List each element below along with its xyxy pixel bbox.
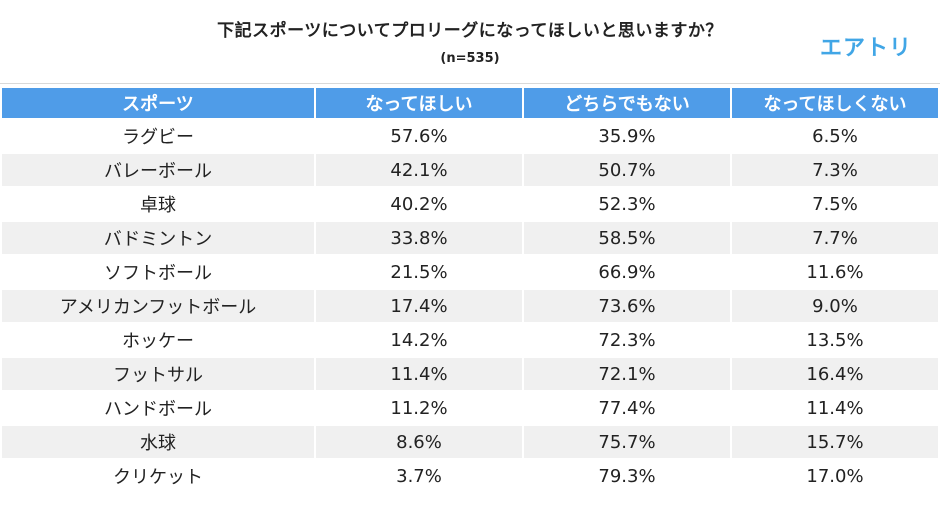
want-value: 33.8%: [316, 222, 522, 254]
want-value: 40.2%: [390, 193, 448, 215]
column-header-want: なってほしい: [316, 88, 522, 118]
sport-name: バレーボール: [2, 154, 314, 186]
dont-want-value: 11.6%: [806, 261, 864, 283]
want-value: 8.6%: [316, 426, 522, 458]
dont-want-value: 15.7%: [732, 426, 938, 458]
want-value: 21.5%: [390, 261, 448, 283]
sport-name: ホッケー: [122, 331, 194, 352]
neutral-value: 79.3%: [598, 465, 656, 487]
want-value: 42.1%: [316, 154, 522, 186]
column-header-neutral: どちらでもない: [524, 88, 730, 118]
column-header-dont-want: なってほしくない: [732, 88, 938, 118]
neutral-value: 73.6%: [524, 290, 730, 322]
sport-name: ラグビー: [122, 127, 194, 148]
table-header-row: スポーツ なってほしい どちらでもない なってほしくない: [2, 88, 938, 118]
sport-name: ハンドボール: [104, 399, 212, 420]
table-row: フットサル 11.4% 72.1% 16.4%: [2, 358, 938, 390]
neutral-value: 58.5%: [524, 222, 730, 254]
table-row: バドミントン 33.8% 58.5% 7.7%: [2, 222, 938, 254]
table-row: ラグビー 57.6% 35.9% 6.5%: [2, 120, 938, 152]
table-row: ホッケー 14.2% 72.3% 13.5%: [2, 324, 938, 356]
chart-subtitle: (n=535): [440, 51, 500, 66]
dont-want-value: 13.5%: [806, 329, 864, 351]
table-body: ラグビー 57.6% 35.9% 6.5% バレーボール 42.1% 50.7% 7.3% 卓球…: [2, 120, 938, 492]
sport-name: 水球: [2, 426, 314, 458]
want-value: 11.2%: [390, 397, 448, 419]
table-row: ソフトボール 21.5% 66.9% 11.6%: [2, 256, 938, 288]
dont-want-value: 11.4%: [806, 397, 864, 419]
sport-name: フットサル: [2, 358, 314, 390]
neutral-value: 75.7%: [524, 426, 730, 458]
dont-want-value: 9.0%: [732, 290, 938, 322]
table-row: 卓球 40.2% 52.3% 7.5%: [2, 188, 938, 220]
brand-logo: エアトリ: [819, 36, 912, 61]
want-value: 14.2%: [390, 329, 448, 351]
table-row: クリケット 3.7% 79.3% 17.0%: [2, 460, 938, 492]
table-row: アメリカンフットボール 17.4% 73.6% 9.0%: [2, 290, 938, 322]
sport-name: アメリカンフットボール: [2, 290, 314, 322]
want-value: 57.6%: [390, 125, 448, 147]
neutral-value: 72.3%: [598, 329, 656, 351]
chart-header: 下記スポーツについてプロリーグになってほしいと思いますか？ (n=535) エア…: [0, 0, 940, 84]
sport-name: ソフトボール: [104, 263, 212, 284]
column-header-sport: スポーツ: [2, 88, 314, 118]
dont-want-value: 7.3%: [732, 154, 938, 186]
dont-want-value: 6.5%: [812, 125, 858, 147]
neutral-value: 35.9%: [598, 125, 656, 147]
dont-want-value: 7.7%: [732, 222, 938, 254]
table-row: 水球 8.6% 75.7% 15.7%: [2, 426, 938, 458]
dont-want-value: 17.0%: [806, 465, 864, 487]
neutral-value: 50.7%: [524, 154, 730, 186]
want-value: 3.7%: [396, 465, 442, 487]
survey-table: スポーツ なってほしい どちらでもない なってほしくない ラグビー 57.6% 35…: [0, 86, 940, 494]
table-row: バレーボール 42.1% 50.7% 7.3%: [2, 154, 938, 186]
neutral-value: 52.3%: [598, 193, 656, 215]
dont-want-value: 7.5%: [812, 193, 858, 215]
neutral-value: 66.9%: [598, 261, 656, 283]
want-value: 17.4%: [316, 290, 522, 322]
neutral-value: 77.4%: [598, 397, 656, 419]
sport-name: 卓球: [140, 195, 176, 216]
dont-want-value: 16.4%: [732, 358, 938, 390]
sport-name: バドミントン: [2, 222, 314, 254]
chart-title: 下記スポーツについてプロリーグになってほしいと思いますか？: [217, 21, 723, 41]
sport-name: クリケット: [113, 467, 203, 488]
table-row: ハンドボール 11.2% 77.4% 11.4%: [2, 392, 938, 424]
want-value: 11.4%: [316, 358, 522, 390]
neutral-value: 72.1%: [524, 358, 730, 390]
